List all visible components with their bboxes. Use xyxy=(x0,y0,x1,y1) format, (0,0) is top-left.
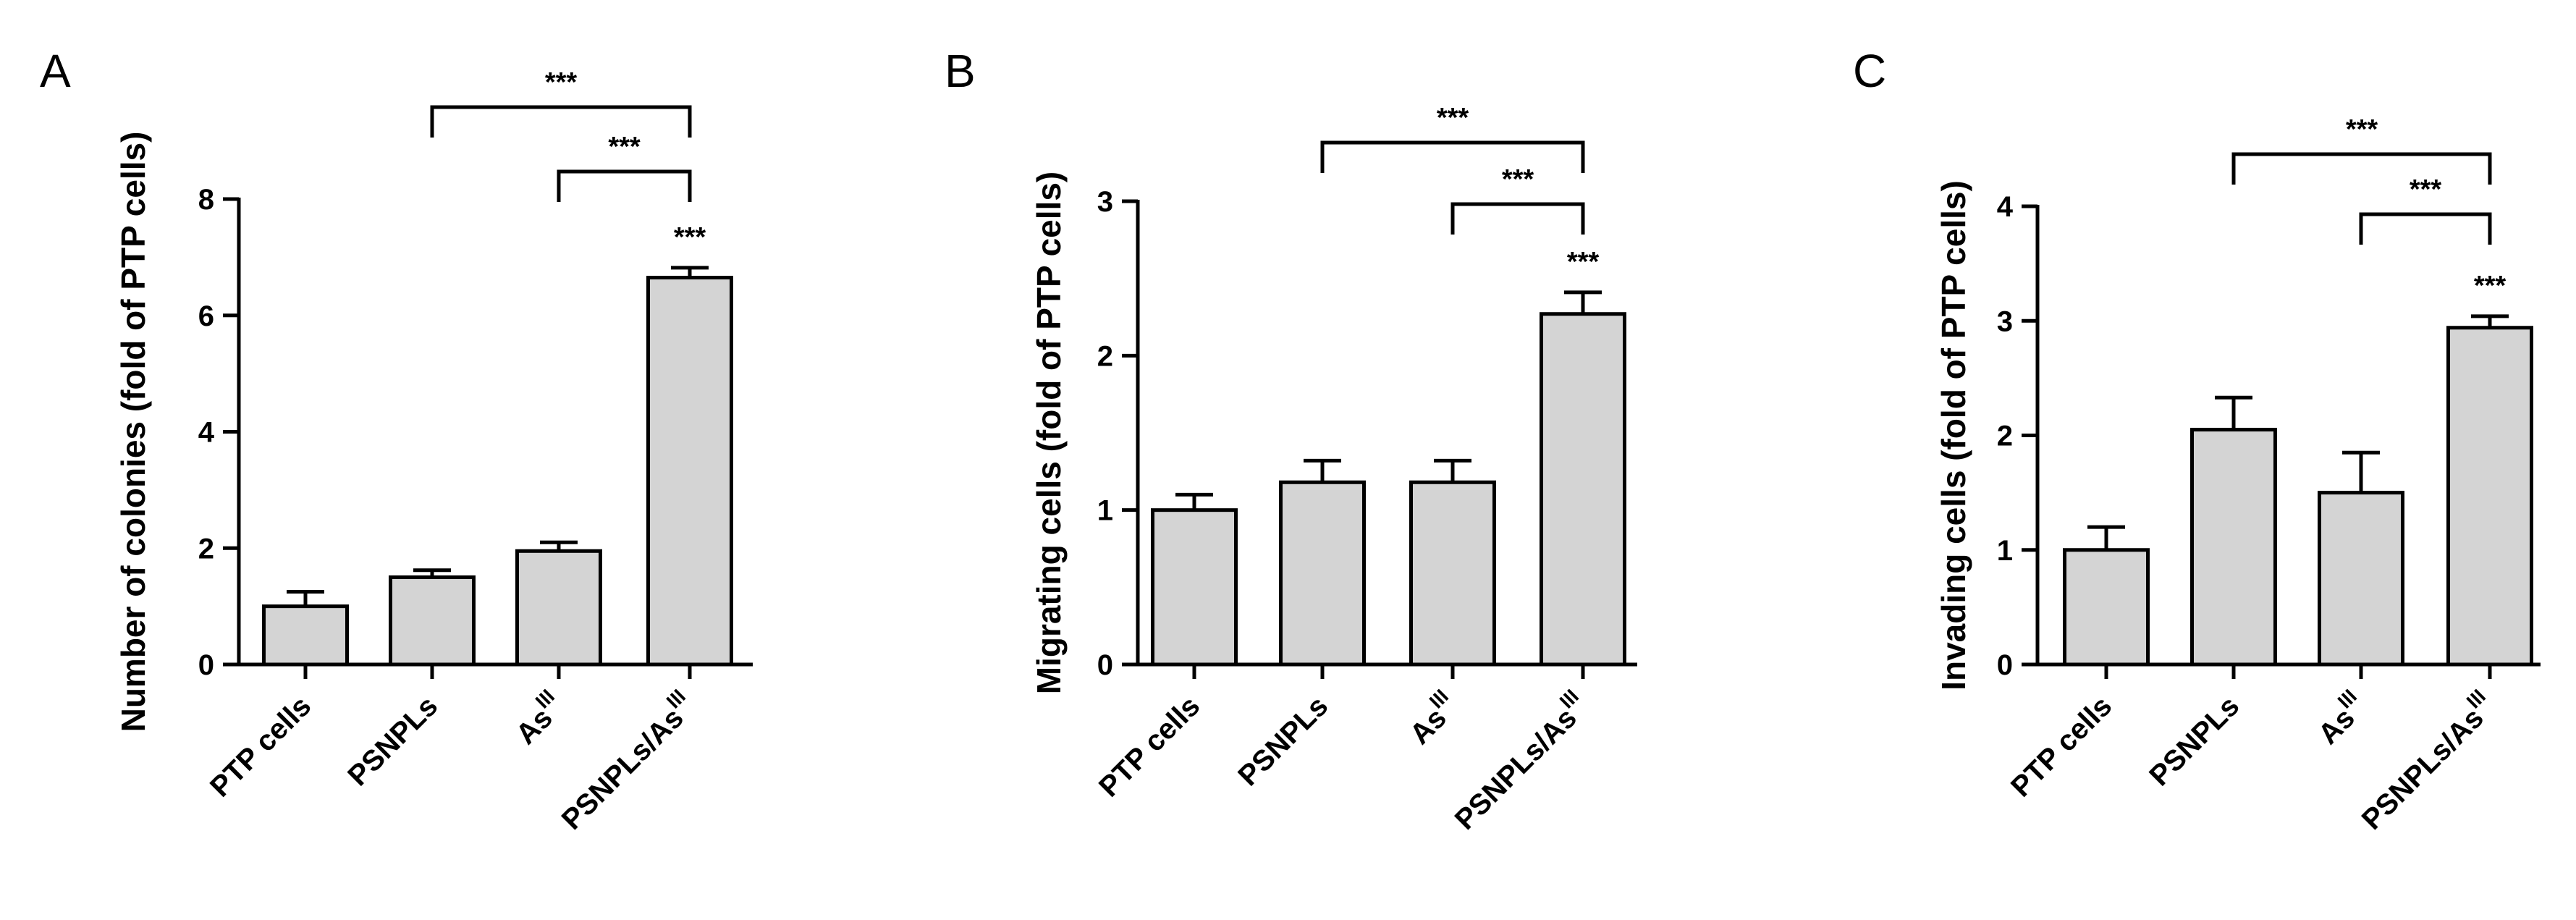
comparison-bracket xyxy=(432,107,690,138)
x-tick-label-text: PSNPLs/As xyxy=(556,702,690,836)
x-tick-label: PTP cells xyxy=(204,690,317,803)
panel-c: C Invading cells (fold of PTP cells) 0 1 2 3 4… xyxy=(1853,45,2541,836)
bar-significance-label: *** xyxy=(1567,247,1600,277)
x-tick-label-text: PSNPLs/As xyxy=(2356,702,2490,836)
x-tick-label: PSNPLs xyxy=(2143,690,2245,792)
bar-significance-label: *** xyxy=(2474,271,2507,301)
x-tick-label-text: PSNPLs xyxy=(342,690,444,792)
x-tick-label: PTP cells xyxy=(2005,690,2118,803)
comparison-significance-label: *** xyxy=(2346,114,2378,145)
y-tick-label: 3 xyxy=(1997,305,2013,337)
comparison-bracket xyxy=(2361,214,2490,245)
x-tick-label-text: As xyxy=(510,702,559,751)
bar xyxy=(391,577,474,664)
x-tick-label-text: PTP cells xyxy=(1093,690,1206,803)
panel-b: B Migrating cells (fold of PTP cells) 0 1 2 3… xyxy=(945,45,1637,836)
bar xyxy=(1542,314,1625,664)
y-tick-label: 8 xyxy=(198,184,214,216)
bar xyxy=(2192,430,2276,664)
bar xyxy=(264,607,347,664)
y-tick-label: 2 xyxy=(1997,421,2013,452)
x-tick-label: AsIII xyxy=(2307,685,2373,751)
y-axis-label: Migrating cells (fold of PTP cells) xyxy=(1030,172,1068,694)
comparison-bracket xyxy=(1322,143,1583,173)
comparison-significance-label: *** xyxy=(1502,164,1534,195)
bar-significance-label: *** xyxy=(674,222,706,253)
x-tick-label-text: As xyxy=(1404,702,1453,751)
x-tick-label: AsIII xyxy=(505,685,571,751)
bar xyxy=(2320,493,2403,664)
panel-letter: C xyxy=(1853,45,1886,97)
y-tick-label: 0 xyxy=(198,649,214,681)
bar xyxy=(1281,482,1364,664)
y-tick-label: 6 xyxy=(198,300,214,332)
comparison-bracket xyxy=(2234,154,2490,185)
bar xyxy=(1153,510,1236,664)
y-tick-label: 2 xyxy=(198,533,214,565)
x-tick-label-text: PSNPLs/As xyxy=(1449,702,1583,836)
y-tick-label: 1 xyxy=(1097,495,1113,527)
y-tick-label: 4 xyxy=(198,417,215,449)
x-tick-label-text: PTP cells xyxy=(2005,690,2118,803)
x-tick-label-text: PSNPLs xyxy=(1232,690,1334,792)
bar xyxy=(649,278,732,664)
x-tick-label: PSNPLs/AsIII xyxy=(2351,685,2502,836)
y-axis-label: Number of colonies (fold of PTP cells) xyxy=(114,132,152,733)
panel-letter: A xyxy=(40,45,71,97)
comparison-bracket xyxy=(559,172,690,202)
x-tick-label: PSNPLs xyxy=(1232,690,1334,792)
bar xyxy=(518,551,601,664)
y-tick-label: 2 xyxy=(1097,340,1113,372)
comparison-bracket xyxy=(1453,204,1583,235)
panel-letter: B xyxy=(945,45,976,97)
y-tick-label: 1 xyxy=(1997,535,2013,567)
comparison-significance-label: *** xyxy=(608,132,641,162)
x-tick-label-text: PTP cells xyxy=(204,690,317,803)
panel-a: A Number of colonies (fold of PTP cells) 0… xyxy=(40,45,753,836)
comparison-significance-label: *** xyxy=(545,67,578,98)
x-tick-label: PSNPLs/AsIII xyxy=(1444,685,1595,836)
x-tick-label-text: As xyxy=(2313,702,2361,751)
y-axis-label: Invading cells (fold of PTP cells) xyxy=(1935,180,1972,691)
bar xyxy=(1411,482,1495,664)
x-tick-label: PTP cells xyxy=(1093,690,1206,803)
bar xyxy=(2449,328,2532,664)
x-tick-label-text: PSNPLs xyxy=(2143,690,2245,792)
y-tick-label: 0 xyxy=(1097,649,1113,681)
comparison-significance-label: *** xyxy=(1437,103,1469,133)
y-tick-label: 3 xyxy=(1097,186,1113,218)
bar xyxy=(2065,550,2148,664)
x-tick-label: AsIII xyxy=(1399,685,1465,751)
y-tick-label: 4 xyxy=(1997,191,2014,223)
x-tick-label: PSNPLs/AsIII xyxy=(551,685,702,836)
comparison-significance-label: *** xyxy=(2410,174,2442,205)
x-tick-label: PSNPLs xyxy=(342,690,444,792)
y-tick-label: 0 xyxy=(1997,649,2013,681)
